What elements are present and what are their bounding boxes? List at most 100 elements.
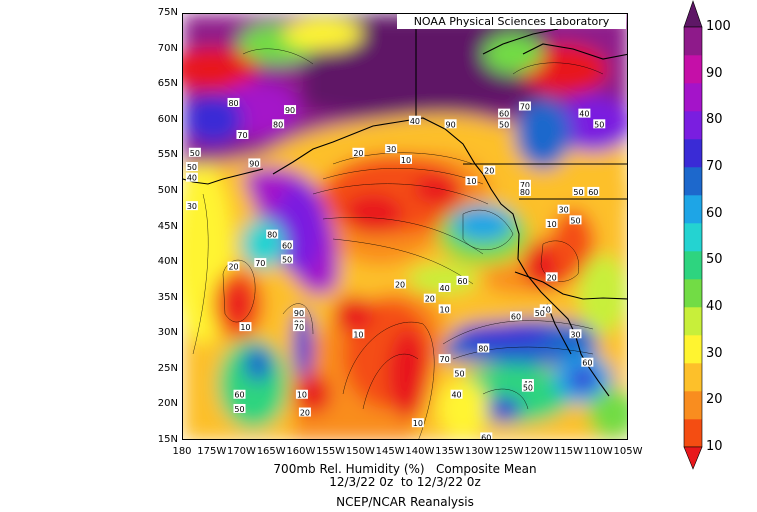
svg-text:50: 50 — [234, 405, 244, 414]
svg-text:40: 40 — [579, 110, 589, 119]
colorbar-tick-label: 30 — [706, 345, 723, 361]
lat-tick-label: 40N — [157, 256, 178, 268]
svg-text:80: 80 — [520, 188, 530, 197]
colorbar-segment — [684, 363, 702, 392]
contour-label: 90 — [248, 158, 261, 168]
contour-label: 10 — [352, 329, 365, 339]
lat-tick-label: 70N — [157, 42, 178, 54]
colorbar-segment — [684, 195, 702, 224]
lat-tick-label: 25N — [157, 362, 178, 374]
lon-tick-label: 155W — [316, 446, 346, 457]
contour-label: 10 — [411, 418, 424, 428]
lon-tick-label: 150W — [345, 446, 375, 457]
contour-label: 10 — [465, 176, 478, 186]
colorbar — [683, 0, 703, 470]
svg-text:40: 40 — [451, 391, 461, 400]
colorbar-segment — [684, 223, 702, 252]
lon-tick-label: 160W — [286, 446, 316, 457]
colorbar-segment — [684, 335, 702, 364]
colorbar-segment — [684, 167, 702, 196]
contour-label: 40 — [408, 115, 421, 126]
svg-text:20: 20 — [425, 295, 435, 304]
svg-text:30: 30 — [570, 330, 580, 339]
contour-label: 30 — [569, 329, 582, 339]
colorbar-tick-label: 80 — [706, 112, 723, 128]
lon-tick-label: 125W — [494, 446, 524, 457]
svg-text:40: 40 — [440, 284, 450, 293]
contour-label: 10 — [295, 389, 308, 400]
humidity-field: 8090807090505040304030201090201060507040… — [183, 14, 627, 440]
svg-text:20: 20 — [547, 273, 557, 282]
lon-tick-label: 115W — [554, 446, 584, 457]
contour-label: 70 — [518, 101, 531, 112]
contour-label: 80 — [227, 97, 240, 108]
contour-label: 50 — [233, 403, 246, 414]
svg-text:50: 50 — [187, 163, 197, 172]
contour-label: 20 — [227, 261, 240, 272]
svg-text:10: 10 — [413, 419, 423, 428]
colorbar-tick-label: 70 — [706, 159, 723, 174]
contour-label: 80 — [477, 343, 490, 353]
svg-text:20: 20 — [395, 280, 405, 289]
colorbar-segment — [684, 307, 702, 336]
contour-label: 60 — [456, 275, 469, 286]
caption-line-3: NCEP/NCAR Reanalysis — [336, 495, 474, 509]
contour-label: 50 — [498, 119, 511, 129]
lat-tick-label: 45N — [157, 220, 178, 232]
contour-label: 80 — [518, 186, 531, 197]
svg-text:50: 50 — [594, 120, 604, 129]
svg-text:60: 60 — [481, 433, 491, 440]
svg-text:70: 70 — [520, 103, 530, 112]
caption-line-2: 12/3/22 0z to 12/3/22 0z — [329, 475, 481, 489]
contour-label: 60 — [480, 432, 493, 440]
lat-tick-label: 20N — [157, 398, 178, 410]
svg-text:20: 20 — [228, 263, 238, 272]
contour-label: 50 — [533, 307, 546, 318]
contour-label: 80 — [272, 119, 285, 129]
svg-text:10: 10 — [440, 305, 450, 314]
colorbar-segment — [684, 279, 702, 308]
colorbar-tick-label: 50 — [706, 252, 723, 268]
svg-text:80: 80 — [478, 344, 488, 353]
svg-text:10: 10 — [547, 220, 557, 229]
contour-label: 60 — [587, 186, 600, 197]
svg-text:30: 30 — [558, 206, 568, 215]
contour-label: 50 — [569, 215, 582, 225]
svg-text:30: 30 — [386, 145, 396, 154]
lat-tick-label: 15N — [157, 434, 178, 445]
colorbar-max-arrow — [683, 0, 703, 28]
contour-label: 60 — [498, 108, 511, 119]
svg-text:50: 50 — [499, 120, 509, 129]
contour-label: 20 — [394, 279, 407, 289]
svg-text:50: 50 — [535, 309, 545, 318]
lat-tick-label: 30N — [157, 327, 178, 339]
contour-label: 70 — [292, 322, 305, 332]
contour-label: 80 — [266, 229, 279, 240]
contour-label: 90 — [284, 105, 297, 115]
contour-label: 50 — [521, 382, 534, 393]
contour-label: 20 — [423, 293, 436, 304]
svg-text:60: 60 — [282, 241, 292, 250]
colorbar-tick-label: 90 — [706, 65, 723, 81]
contour-label: 60 — [281, 240, 294, 250]
contour-label: 70 — [236, 129, 249, 140]
svg-text:50: 50 — [523, 384, 533, 393]
credit-label: NOAA Physical Sciences Laboratory — [397, 14, 626, 29]
colorbar-segment — [684, 111, 702, 140]
contour-label: 20 — [483, 165, 496, 176]
contour-label: 50 — [593, 119, 606, 129]
lat-tick-label: 50N — [157, 184, 178, 196]
colorbar-segment — [684, 419, 702, 448]
lon-tick-label: 170W — [226, 446, 256, 457]
colorbar-segment — [684, 83, 702, 112]
svg-text:10: 10 — [353, 330, 363, 339]
svg-text:60: 60 — [234, 391, 244, 400]
contour-label: 30 — [385, 144, 398, 154]
caption-line-1: 700mb Rel. Humidity (%) Composite Mean — [273, 462, 537, 476]
svg-text:10: 10 — [240, 323, 250, 332]
svg-text:60: 60 — [457, 277, 467, 286]
lon-tick-label: 135W — [435, 446, 465, 457]
contour-label: 50 — [188, 147, 201, 158]
contour-label: 40 — [450, 389, 463, 400]
lon-tick-label: 175W — [197, 446, 227, 457]
